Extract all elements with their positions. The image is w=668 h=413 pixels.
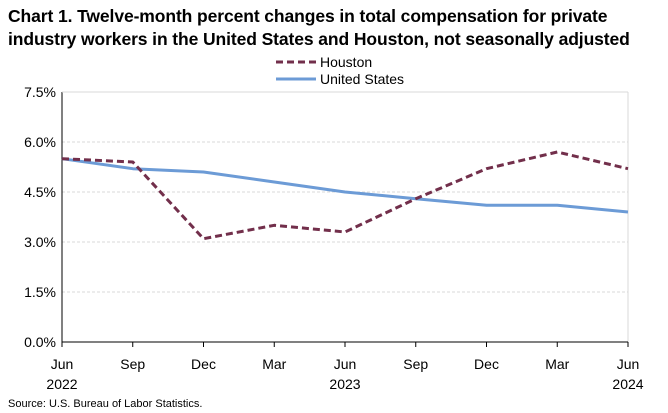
x-tick-label: Jun: [617, 356, 640, 372]
x-tick-label: Mar: [545, 356, 569, 372]
chart-title: Chart 1. Twelve-month percent changes in…: [8, 6, 630, 49]
x-tick-year-label: 2022: [46, 376, 77, 392]
y-tick-label: 0.0%: [24, 334, 56, 350]
houston-series-line: [61, 150, 629, 241]
x-tick-year-label: 2023: [329, 376, 360, 392]
x-tick-label: Sep: [403, 356, 428, 372]
x-tick-label: Jun: [51, 356, 74, 372]
y-tick-label: 1.5%: [24, 284, 56, 300]
x-tick-label: Dec: [191, 356, 216, 372]
united-states-series-line: [61, 157, 629, 214]
legend-label-houston: Houston: [320, 54, 372, 70]
x-tick-label: Mar: [262, 356, 286, 372]
y-tick-label: 3.0%: [24, 234, 56, 250]
x-tick-label: Jun: [334, 356, 357, 372]
y-tick-label: 6.0%: [24, 134, 56, 150]
x-tick-label: Dec: [474, 356, 499, 372]
axes: 0.0% 1.5% 3.0% 4.5% 6.0% 7.5% Jun 2022 Sep Dec Mar…: [24, 84, 644, 392]
x-tick-year-label: 2024: [612, 376, 643, 392]
y-tick-label: 4.5%: [24, 184, 56, 200]
y-tick-label: 7.5%: [24, 84, 56, 100]
series-lines: [61, 150, 629, 241]
x-tick-label: Sep: [120, 356, 145, 372]
legend-label-united-states: United States: [320, 71, 404, 87]
source-note: Source: U.S. Bureau of Labor Statistics.: [8, 398, 203, 410]
